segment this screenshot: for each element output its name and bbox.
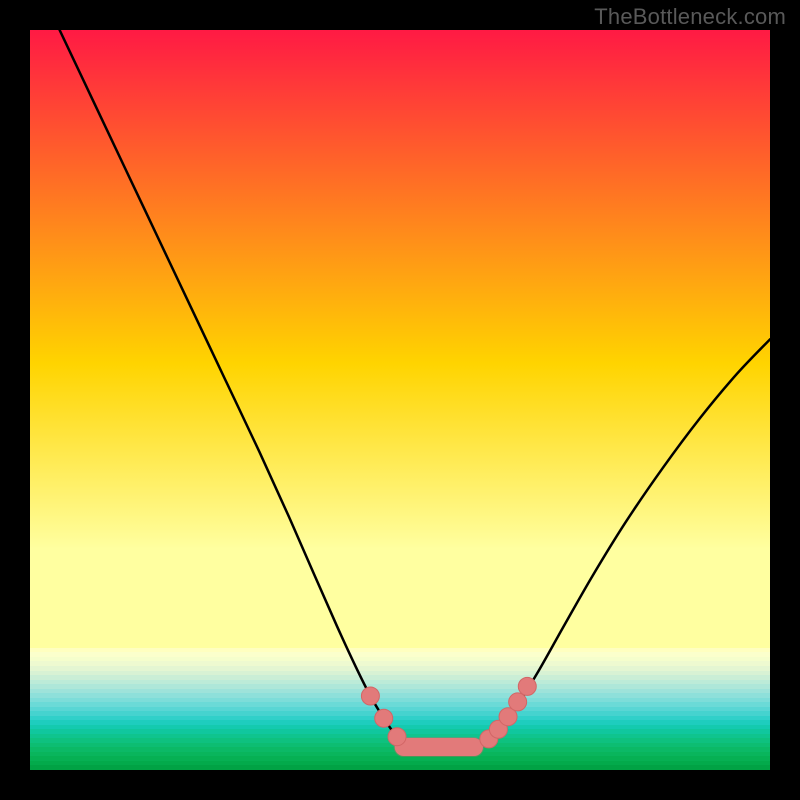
chart-frame: TheBottleneck.com bbox=[0, 0, 800, 800]
watermark-text: TheBottleneck.com bbox=[594, 4, 786, 30]
bottleneck-curve bbox=[60, 30, 770, 750]
plot-area bbox=[30, 30, 770, 770]
data-marker bbox=[518, 677, 536, 695]
data-marker bbox=[375, 709, 393, 727]
chart-svg bbox=[30, 30, 770, 770]
data-marker bbox=[361, 687, 379, 705]
data-marker bbox=[509, 693, 527, 711]
data-marker bbox=[388, 728, 406, 746]
